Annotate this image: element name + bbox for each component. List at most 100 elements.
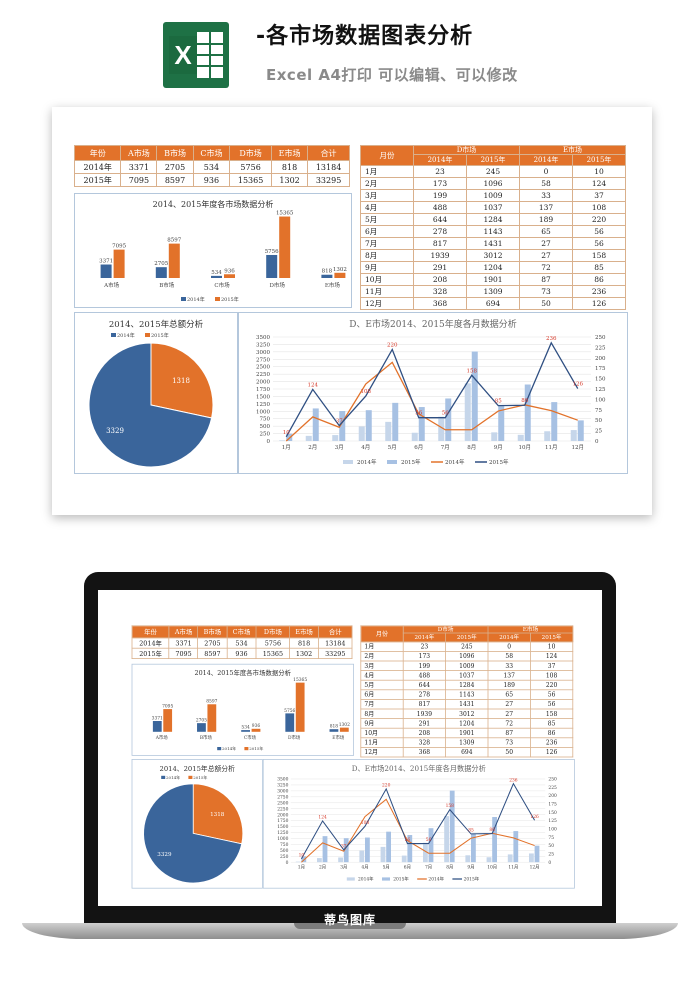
bar-value-label: 2705 xyxy=(196,719,207,724)
left-axis-tick: 2750 xyxy=(256,357,270,363)
monthly-cell: 1431 xyxy=(466,237,520,250)
month-bar xyxy=(498,405,505,441)
monthly-row: 9月 291 1204 72 85 xyxy=(360,261,626,274)
month-bar xyxy=(332,435,339,441)
line-data-label: 56 xyxy=(405,838,411,843)
monthly-row: 4月 488 1037 137 108 xyxy=(360,670,574,681)
summary-header-row: 年份 A市场 B市场 C市场 D市场 E市场 合计 xyxy=(131,625,353,639)
pie-chart-title: 2014、2015年总额分析 xyxy=(159,765,235,774)
pie-legend-swatch xyxy=(161,775,166,779)
monthly-cell: 2月 xyxy=(360,177,414,190)
monthly-cell: 6月 xyxy=(360,689,404,700)
line-data-label: 220 xyxy=(387,342,398,348)
month-tick-label: 2月 xyxy=(308,444,317,451)
monthly-cell: 291 xyxy=(413,261,467,274)
monthly-cell: 27 xyxy=(519,249,573,262)
right-axis-tick: 150 xyxy=(595,377,606,383)
monthly-cell: 56 xyxy=(572,237,626,250)
monthly-cell: 72 xyxy=(487,718,531,729)
monthly-cell: 10月 xyxy=(360,273,414,286)
legend-swatch xyxy=(217,747,222,751)
excel-icon: X xyxy=(163,22,229,88)
market-bar xyxy=(279,216,291,278)
month-bar xyxy=(286,433,293,441)
monthly-cell: 1939 xyxy=(413,249,467,262)
monthly-sub-header: 2014年 xyxy=(402,632,447,643)
pie-chart-panel: 2014、2015年总额分析 1318 3329 2014年 2015年 xyxy=(131,759,263,889)
monthly-cell: 56 xyxy=(572,225,626,238)
bar-value-label: 3371 xyxy=(152,716,163,721)
month-bar xyxy=(471,833,476,863)
monthly-cell: 37 xyxy=(530,660,574,671)
monthly-cell: 1939 xyxy=(402,708,447,719)
month-tick-label: 11月 xyxy=(545,444,558,451)
monthly-cell: 4月 xyxy=(360,670,404,681)
month-bar xyxy=(407,835,413,863)
left-axis-tick: 0 xyxy=(267,439,271,445)
summary-col-header: 合计 xyxy=(307,145,350,161)
market-bar xyxy=(321,274,333,278)
month-bar xyxy=(438,416,445,441)
month-bar xyxy=(365,410,372,441)
combo-legend-label: 2014年 xyxy=(445,458,465,466)
left-axis-tick: 2250 xyxy=(277,807,288,812)
monthly-row: 11月 328 1309 73 236 xyxy=(360,285,626,298)
left-axis-tick: 750 xyxy=(280,843,289,848)
month-tick-label: 2月 xyxy=(319,865,326,871)
month-bar xyxy=(534,845,540,863)
summary-cell: 2705 xyxy=(156,160,194,174)
month-bar xyxy=(570,430,577,441)
bar-category-label: B市场 xyxy=(159,281,175,289)
monthly-cell: 137 xyxy=(487,670,531,681)
month-bar xyxy=(524,384,531,441)
left-axis-tick: 3250 xyxy=(256,342,270,348)
bar-value-label: 7095 xyxy=(162,704,173,709)
summary-cell: 534 xyxy=(192,160,231,174)
month-bar xyxy=(517,434,524,441)
summary-col-header: D市场 xyxy=(229,145,273,161)
monthly-cell: 817 xyxy=(413,237,467,250)
monthly-cell: 3012 xyxy=(445,708,489,719)
bar-value-label: 1302 xyxy=(333,267,347,273)
page-title: -各市场数据图表分析 xyxy=(256,24,474,49)
line-data-label: 126 xyxy=(573,382,584,388)
monthly-sub-header: 2014年 xyxy=(519,154,573,166)
pie-slice-2015 xyxy=(150,342,214,419)
pie-legend-label: 2015年 xyxy=(193,774,207,780)
monthly-cell: 245 xyxy=(445,641,489,652)
bar-category-label: E市场 xyxy=(332,734,345,741)
month-bar xyxy=(339,411,346,441)
monthly-cell: 12月 xyxy=(360,747,404,758)
spreadsheet-preview: 年份 A市场 B市场 C市场 D市场 E市场 合计 2014年 3371 2705 534 5756… xyxy=(52,107,652,515)
right-axis-tick: 225 xyxy=(548,786,557,791)
monthly-row: 3月 199 1009 33 37 xyxy=(360,660,574,671)
market-bar xyxy=(207,704,217,732)
pie-chart-panel: 2014、2015年总额分析 1318 3329 2014年 2015年 xyxy=(74,312,238,474)
monthly-row: 2月 173 1096 58 124 xyxy=(360,651,574,662)
monthly-cell: 73 xyxy=(519,285,573,298)
month-tick-label: 12月 xyxy=(530,865,540,871)
month-bar xyxy=(385,421,392,441)
market-bar xyxy=(339,727,349,732)
monthly-cell: 3月 xyxy=(360,189,414,202)
monthly-cell: 208 xyxy=(402,727,447,739)
legend-swatch xyxy=(215,297,220,301)
summary-table: 年份 A市场 B市场 C市场 D市场 E市场 合计 2014年 3371 2705 534 5756… xyxy=(131,625,353,659)
month-bar xyxy=(401,855,407,863)
line-data-label: 86 xyxy=(489,828,495,833)
month-bar xyxy=(305,435,312,441)
bar-value-label: 3371 xyxy=(99,259,113,265)
monthly-cell: 1009 xyxy=(466,189,520,202)
pie-label-2015: 1318 xyxy=(210,812,225,818)
summary-col-header: E市场 xyxy=(289,625,319,639)
left-axis-tick: 1000 xyxy=(256,409,270,415)
monthly-cell: 199 xyxy=(413,189,467,202)
market-bar xyxy=(251,728,261,732)
bar-value-label: 2705 xyxy=(154,261,168,267)
market-bar xyxy=(168,243,180,278)
monthly-cell: 72 xyxy=(519,261,573,274)
monthly-cell: 9月 xyxy=(360,261,414,274)
monthly-cell: 37 xyxy=(572,189,626,202)
summary-col-header: A市场 xyxy=(120,145,158,161)
month-bar xyxy=(343,838,349,863)
